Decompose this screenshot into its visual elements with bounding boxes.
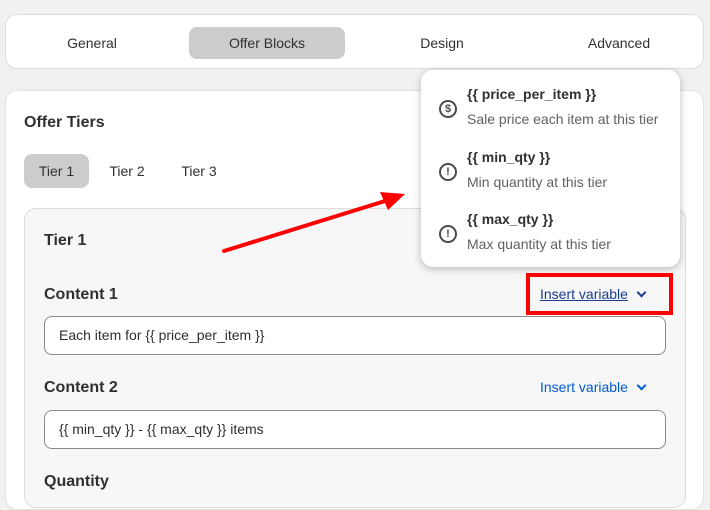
variable-description: Max quantity at this tier: [467, 236, 611, 252]
content-1-label: Content 1: [44, 286, 118, 303]
content-1-input[interactable]: Each item for {{ price_per_item }}: [44, 316, 666, 355]
alert-circle-icon: !: [439, 225, 457, 243]
tab-offer-blocks[interactable]: Offer Blocks: [189, 27, 345, 59]
annotation-arrow: [222, 192, 405, 253]
insert-variable-menu: $ {{ price_per_item }} Sale price each i…: [421, 70, 680, 267]
variable-name: {{ price_per_item }}: [467, 86, 597, 102]
alert-circle-icon: !: [439, 163, 457, 181]
tab-tier-2[interactable]: Tier 2: [109, 163, 145, 179]
content-2-label: Content 2: [44, 379, 118, 396]
tab-general[interactable]: General: [67, 35, 117, 51]
variable-name: {{ max_qty }}: [467, 211, 554, 227]
highlight-box: [526, 273, 673, 315]
variable-name: {{ min_qty }}: [467, 149, 551, 165]
tab-tier-1[interactable]: Tier 1: [24, 154, 89, 188]
tab-advanced[interactable]: Advanced: [587, 35, 651, 51]
insert-variable-button-1[interactable]: Insert variable: [540, 286, 647, 302]
insert-variable-label: Insert variable: [540, 379, 628, 395]
menu-item-min-qty[interactable]: ! {{ min_qty }} Min quantity at this tie…: [421, 143, 680, 203]
tab-design[interactable]: Design: [420, 35, 464, 51]
section-title: Offer Tiers: [24, 114, 105, 131]
dollar-circle-icon: $: [439, 100, 457, 118]
menu-item-max-qty[interactable]: ! {{ max_qty }} Max quantity at this tie…: [421, 205, 680, 265]
content-2-input[interactable]: {{ min_qty }} - {{ max_qty }} items: [44, 410, 666, 449]
variable-description: Min quantity at this tier: [467, 174, 608, 190]
tier-title: Tier 1: [44, 232, 87, 249]
tab-tier-3[interactable]: Tier 3: [181, 163, 217, 179]
menu-item-price-per-item[interactable]: $ {{ price_per_item }} Sale price each i…: [421, 80, 680, 140]
insert-variable-button-2[interactable]: Insert variable: [540, 379, 647, 395]
top-tab-bar: General Offer Blocks Design Advanced: [5, 14, 704, 69]
quantity-label: Quantity: [44, 473, 109, 490]
variable-description: Sale price each item at this tier: [467, 111, 659, 127]
insert-variable-label: Insert variable: [540, 286, 628, 302]
